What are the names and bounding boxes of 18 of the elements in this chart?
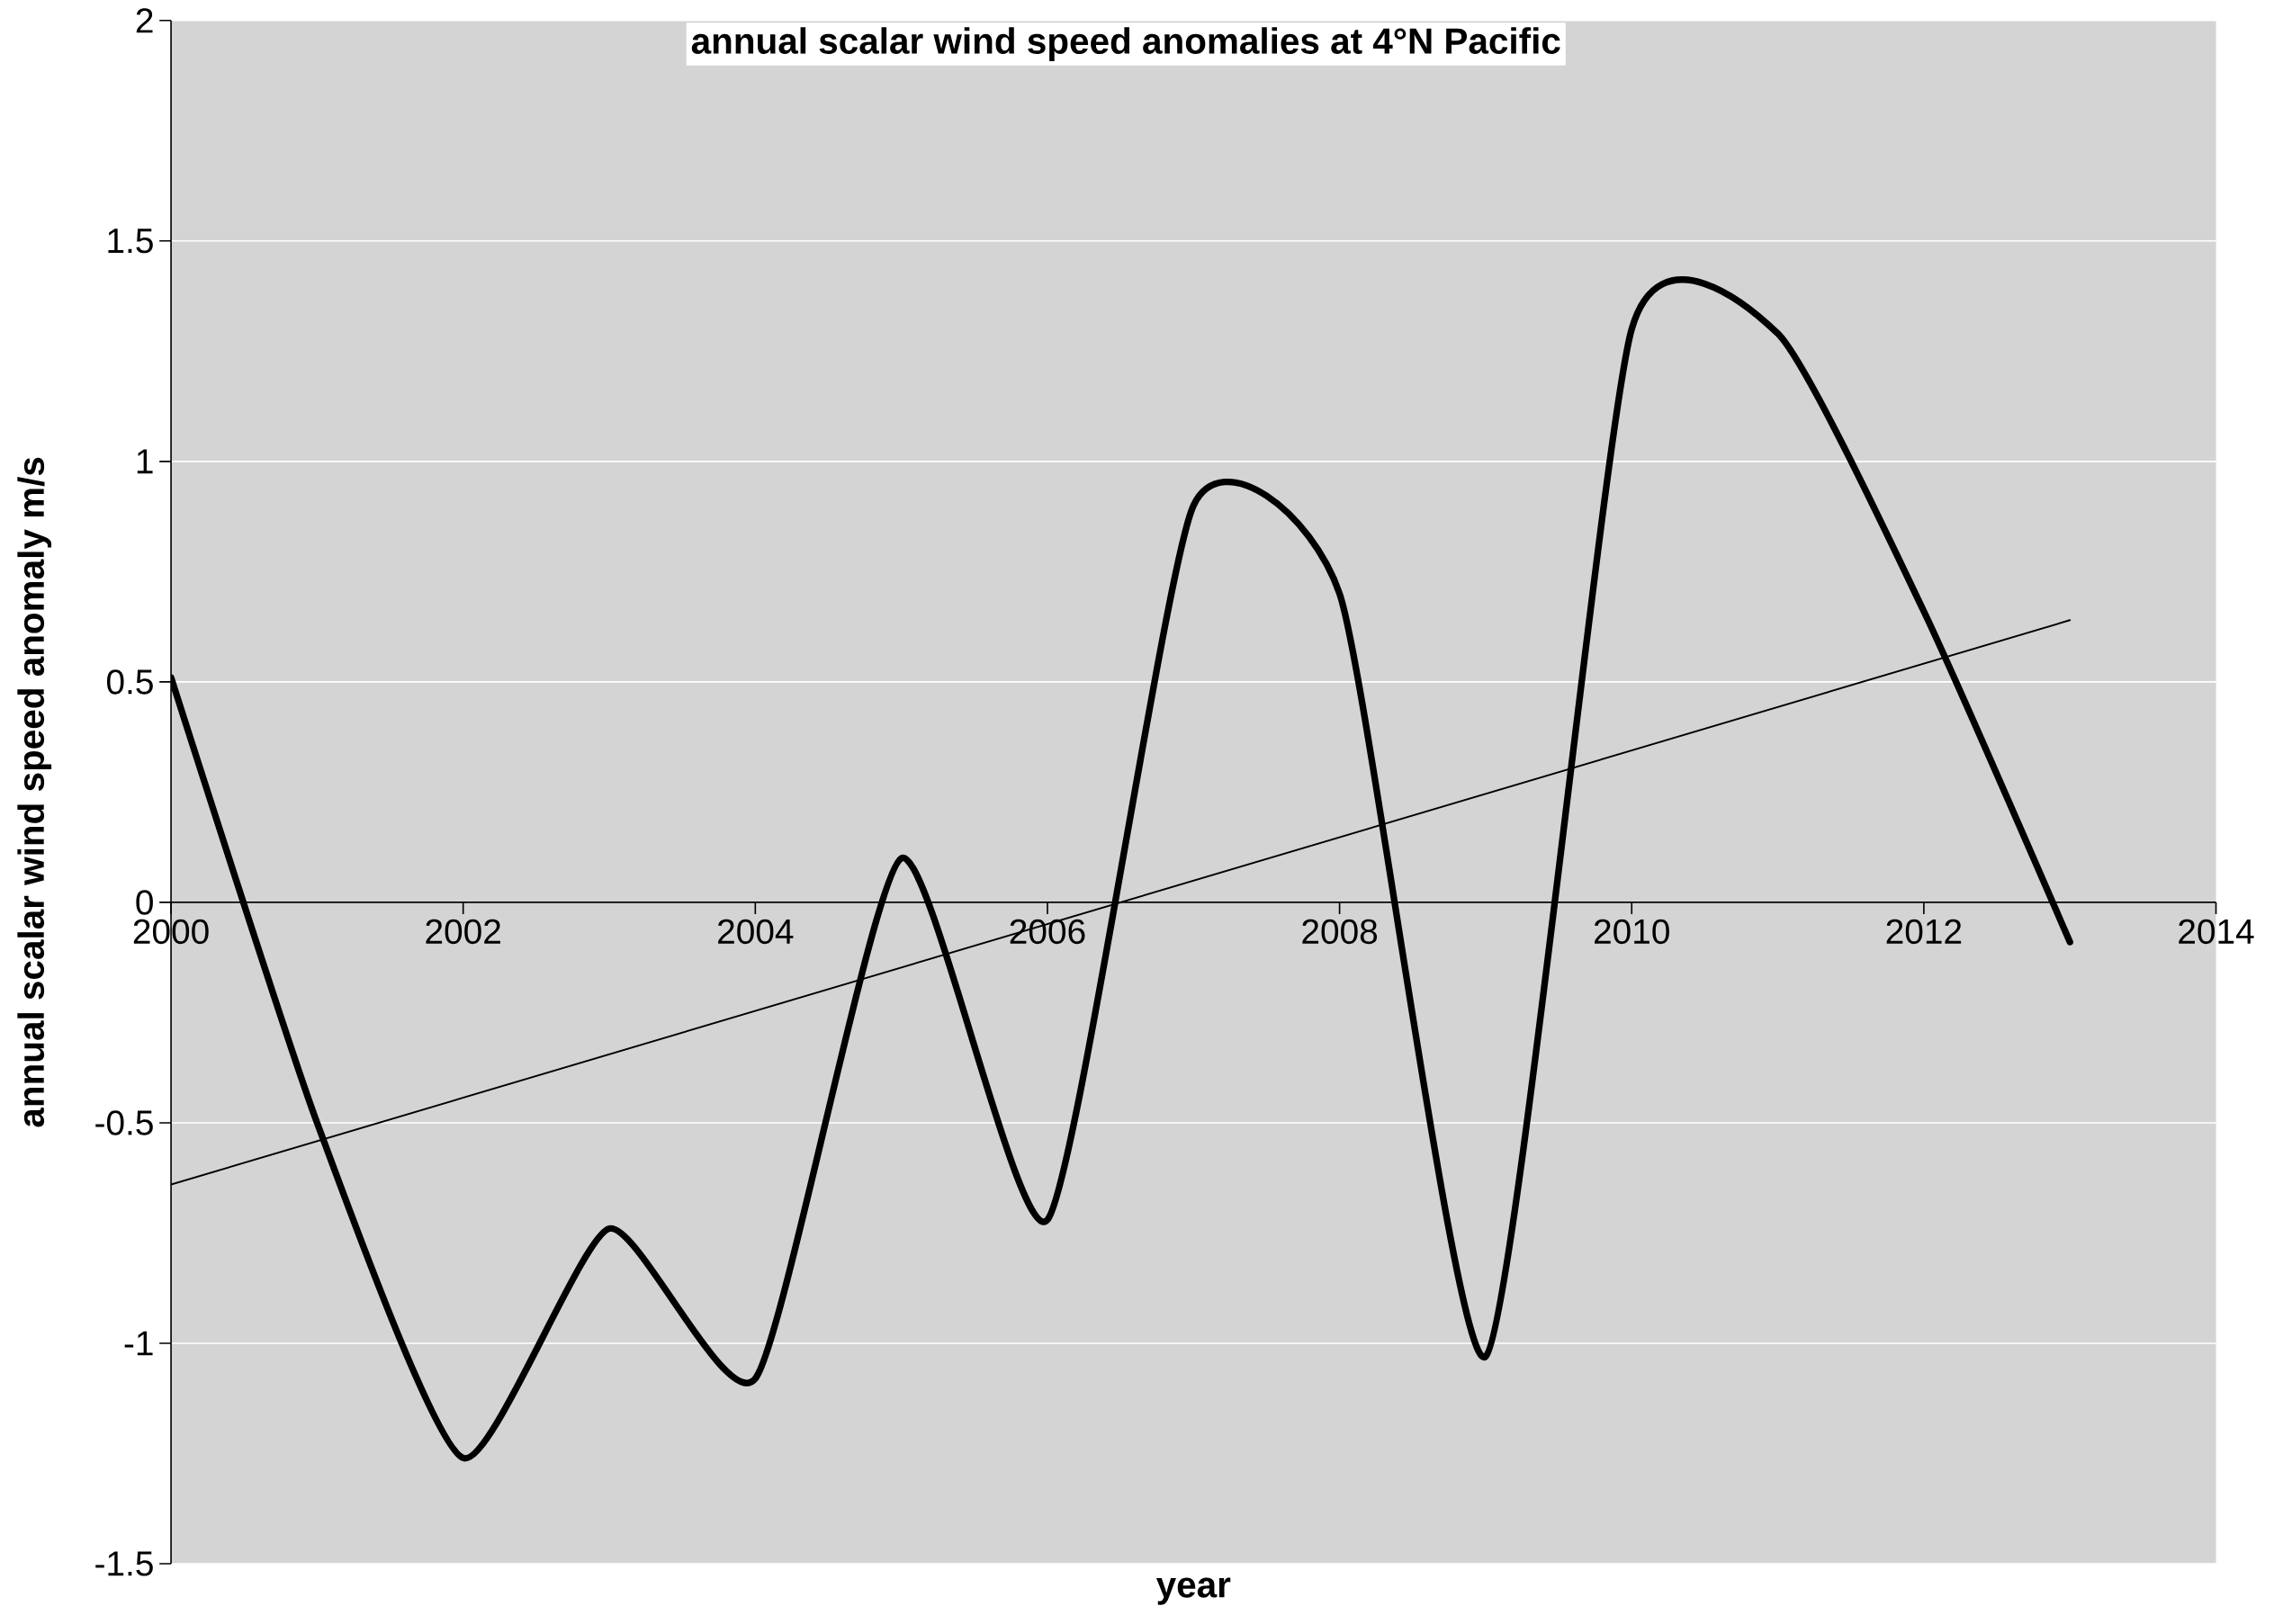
y-axis-title: annual scalar wind speed anomaly m/s [17,458,52,1127]
x-tick-label: 2014 [2179,919,2254,945]
x-tick-label: 2008 [1302,919,1378,945]
x-tick-label: 2006 [1010,919,1085,945]
x-axis-title: year [1155,1577,1231,1605]
y-tick-label: 0.5 [106,669,153,695]
y-tick-label: 1 [137,449,153,474]
x-tick-label: 2004 [718,919,794,945]
y-tick-label: 2 [136,8,153,33]
x-tick-label: 2010 [1595,919,1669,945]
y-tick-label: -0.5 [95,1110,153,1135]
x-tick-label: 2002 [426,919,500,945]
y-tick-label: -1 [124,1331,153,1356]
x-tick-label: 2012 [1886,919,1962,945]
y-tick-label: 1.5 [108,229,153,254]
y-tick-label: -1.5 [95,1551,153,1576]
y-tick-label: 0 [136,890,153,915]
chart-title: annual scalar wind speed anomalies at 4°N Pacific [691,27,1560,62]
